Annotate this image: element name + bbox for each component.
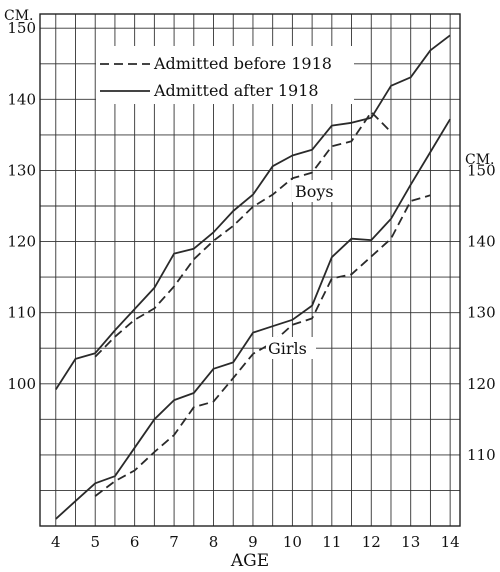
legend-label-before-1918: Admitted before 1918 [153,54,332,73]
x-tick-label: 13 [401,533,420,551]
girls-annotation: Girls [268,339,307,358]
series-layer [55,34,451,520]
series-line-girls-before-1918 [94,194,431,497]
right-y-tick-label: 130 [467,304,496,322]
left-y-tick-label: 110 [7,304,36,322]
x-axis-title: AGE [230,551,269,571]
x-tick-label: 8 [209,533,219,551]
left-y-tick-label: 130 [7,161,36,179]
x-tick-label: 5 [90,533,100,551]
x-tick-label: 7 [169,533,179,551]
legend-label-after-1918: Admitted after 1918 [153,81,319,100]
x-tick-label: 11 [322,533,341,551]
left-y-tick-label: 120 [7,233,36,251]
x-tick-label: 14 [441,533,460,551]
left-y-tick-label: 150 [7,19,36,37]
left-y-tick-label: 100 [7,375,36,393]
right-y-tick-label: 120 [467,375,496,393]
series-line-boys-after-1918 [55,34,451,390]
x-tick-label: 4 [51,533,61,551]
right-y-tick-label: 150 [467,161,496,179]
left-axis-unit: CM. [4,8,34,24]
x-tick-label: 12 [362,533,381,551]
girls-label-background [266,337,316,359]
boys-annotation: Boys [295,182,334,201]
legend-background [96,46,354,104]
x-tick-label: 6 [130,533,140,551]
left-y-tick-label: 140 [7,90,36,108]
right-y-tick-label: 140 [467,233,496,251]
series-line-boys-before-1918 [94,111,392,358]
x-tick-label: 9 [248,533,258,551]
boys-label-background [292,180,340,202]
right-y-tick-label: 110 [467,446,496,464]
x-tick-label: 10 [283,533,302,551]
legend: Admitted before 1918 Admitted after 1918 [96,46,354,104]
tick-labels: 4 5 6 7 8 9 10 11 12 13 14 100 110 120 130 140 150 110 120… [7,19,495,551]
series-line-girls-after-1918 [55,118,451,520]
plot-frame [39,13,461,527]
right-axis-unit: CM. [465,152,495,168]
